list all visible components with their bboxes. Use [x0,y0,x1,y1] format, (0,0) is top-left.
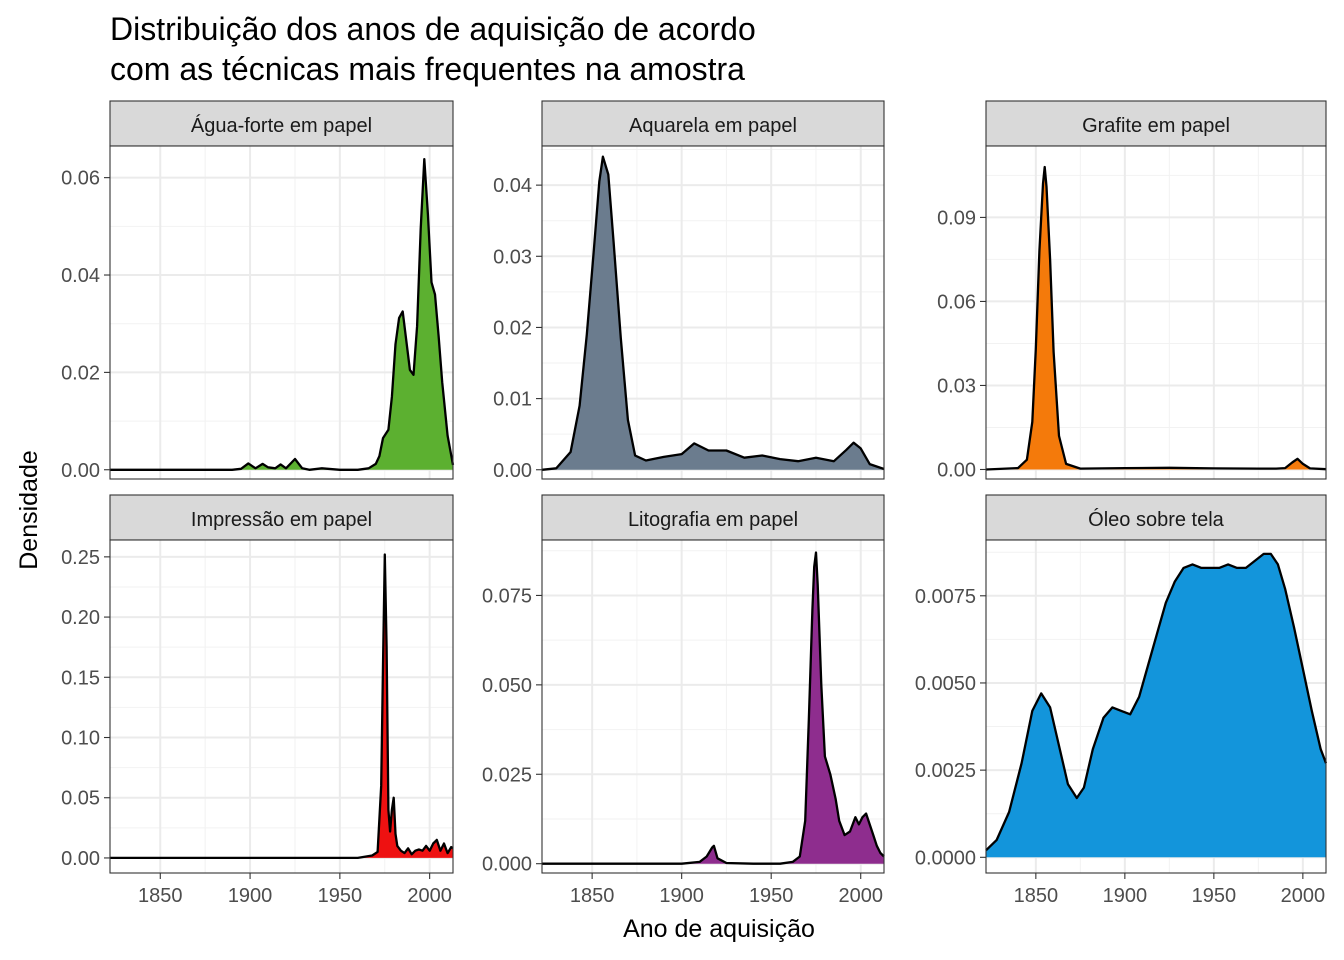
density-line [985,165,1327,471]
density-area [110,159,453,470]
y-tick-label: 0.00 [61,848,100,870]
panel-strip [541,100,885,147]
y-tick-label: 0.25 [61,547,100,569]
panel-background [110,540,453,873]
x-tick-label: 1850 [570,885,615,907]
y-tick-label: 0.075 [482,585,532,607]
y-tick-label: 0.06 [61,168,100,190]
panel-strip [541,494,885,541]
y-tick-label: 0.03 [937,375,976,397]
x-tick-label: 1900 [1103,885,1148,907]
panel-border [985,145,1327,480]
y-tick-label: 0.02 [61,362,100,384]
y-tick-label: 0.00 [937,459,976,481]
chart-title-line-2: com as técnicas mais frequentes na amost… [110,51,745,87]
panel-strip-label: Litografia em papel [628,509,798,531]
x-tick-label: 2000 [407,885,452,907]
y-axis-title: Densidade [15,450,43,570]
y-tick-label: 0.05 [61,788,100,810]
y-tick-label: 0.050 [482,675,532,697]
y-tick-label: 0.04 [61,265,100,287]
x-tick-label: 1900 [228,885,273,907]
facet-panels: Água-forte em papel 0.00 0.02 0.04 0.06 Aquar… [61,100,1328,907]
panel-strip-label: Grafite em papel [1082,115,1230,137]
x-tick-label: 1900 [659,885,704,907]
panel-4: Impressão em papel 0.00 0.05 0.10 0.15 0.20 0.… [61,494,454,907]
panel-strip-label: Impressão em papel [191,509,372,531]
y-tick-label: 0.09 [937,207,976,229]
x-tick-label: 1950 [1192,885,1237,907]
density-line [110,157,455,471]
x-tick-label: 2000 [1281,885,1326,907]
y-tick-label: 0.0000 [915,847,976,869]
panel-strip-label: Água-forte em papel [191,114,372,137]
chart-title-line-1: Distribuição dos anos de aquisição de ac… [110,11,756,47]
panel-6: Óleo sobre tela 0.0000 0.0025 0.0050 0.0075 1… [915,494,1328,907]
y-tick-label: 0.025 [482,764,532,786]
panel-1: Água-forte em papel 0.00 0.02 0.04 0.06 [61,100,455,482]
density-line [542,551,885,865]
density-area [986,553,1326,858]
y-tick-label: 0.06 [937,291,976,313]
density-line [541,155,885,471]
panel-border [541,145,885,480]
x-tick-label: 1950 [318,885,363,907]
panel-border [541,539,885,874]
x-axis-title: Ano de aquisição [623,915,815,943]
panel-border [109,145,454,480]
x-tick-label: 2000 [838,885,883,907]
y-tick-label: 0.03 [493,246,532,268]
y-tick-label: 0.15 [61,667,100,689]
density-line [985,552,1328,852]
density-area [110,554,453,858]
y-tick-label: 0.04 [493,175,532,197]
y-tick-label: 0.02 [493,317,532,339]
panel-strip [109,494,454,541]
panel-strip [109,100,454,147]
x-tick-label: 1950 [749,885,794,907]
panel-strip-label: Aquarela em papel [629,115,797,137]
panel-strip [985,100,1327,147]
density-line [110,553,454,860]
y-tick-label: 0.000 [482,854,532,876]
y-tick-label: 0.0050 [915,673,976,695]
y-tick-label: 0.0075 [915,586,976,608]
panel-3: Grafite em papel 0.00 0.03 0.06 0.09 [937,100,1327,481]
panel-5: Litografia em papel 0.000 0.025 0.050 0.075 1… [482,494,885,907]
x-tick-label: 1850 [1014,885,1059,907]
density-area [542,156,884,470]
y-tick-label: 0.00 [493,460,532,482]
panel-2: Aquarela em papel 0.00 0.01 0.02 0.03 0.04 [493,100,885,482]
x-tick-label: 1850 [138,885,183,907]
y-tick-label: 0.0025 [915,760,976,782]
y-tick-label: 0.20 [61,607,100,629]
y-tick-label: 0.01 [493,389,532,411]
panel-strip-label: Óleo sobre tela [1088,508,1225,531]
panel-border [985,539,1327,874]
panel-border [109,539,454,874]
y-tick-label: 0.10 [61,728,100,750]
y-tick-label: 0.00 [61,460,100,482]
